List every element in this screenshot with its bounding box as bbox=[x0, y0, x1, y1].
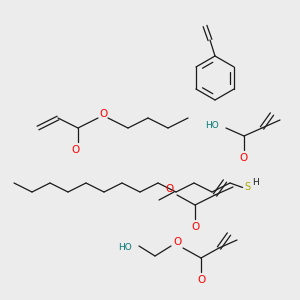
Text: HO: HO bbox=[205, 121, 219, 130]
Text: O: O bbox=[240, 153, 248, 163]
Text: HO: HO bbox=[118, 244, 132, 253]
Text: O: O bbox=[99, 109, 107, 119]
Text: H: H bbox=[252, 178, 259, 187]
Text: O: O bbox=[173, 237, 181, 247]
Text: S: S bbox=[244, 182, 251, 191]
Text: O: O bbox=[72, 145, 80, 155]
Text: O: O bbox=[166, 184, 174, 194]
Text: O: O bbox=[191, 222, 199, 232]
Text: O: O bbox=[197, 275, 205, 285]
